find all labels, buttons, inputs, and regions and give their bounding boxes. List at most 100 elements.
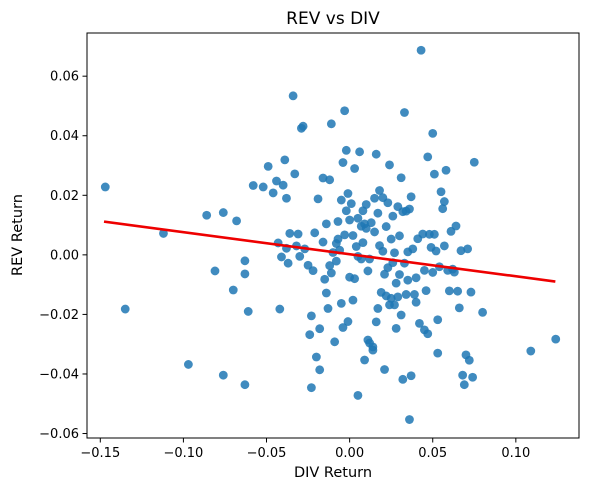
data-point-92 — [361, 223, 371, 233]
data-point-81 — [353, 391, 363, 400]
data-point-15 — [258, 182, 268, 192]
data-point-190 — [478, 307, 487, 317]
data-point-147 — [411, 273, 421, 283]
y-tick-label-3: 0.00 — [50, 248, 79, 263]
data-point-177 — [449, 267, 459, 277]
data-point-26 — [283, 258, 293, 268]
regression-line-group — [103, 220, 556, 283]
data-point-75 — [346, 199, 356, 209]
data-point-39 — [306, 311, 316, 321]
data-point-8 — [228, 285, 238, 295]
data-point-7 — [218, 370, 228, 380]
data-point-66 — [338, 158, 348, 167]
y-axis-label: REV Return — [10, 194, 26, 276]
data-point-146 — [410, 290, 419, 299]
data-point-152 — [418, 229, 428, 239]
data-point-115 — [383, 198, 393, 208]
data-point-5 — [210, 266, 220, 276]
data-point-119 — [386, 234, 396, 244]
data-point-163 — [429, 229, 439, 239]
data-point-44 — [315, 324, 325, 334]
data-point-57 — [330, 337, 340, 347]
data-point-117 — [385, 160, 394, 170]
data-point-180 — [454, 303, 464, 313]
data-point-188 — [468, 372, 478, 382]
data-point-142 — [405, 204, 414, 214]
data-point-181 — [456, 246, 466, 256]
plot-area-frame — [86, 32, 580, 439]
data-point-103 — [371, 317, 381, 327]
data-point-111 — [380, 269, 389, 279]
data-point-40 — [308, 266, 318, 276]
data-point-72 — [343, 189, 353, 198]
y-tick-label-5: 0.04 — [50, 129, 79, 144]
chart-title: REV vs DIV — [286, 9, 380, 29]
data-point-90 — [360, 355, 369, 365]
data-point-169 — [438, 204, 448, 214]
data-point-84 — [355, 147, 364, 157]
data-point-191 — [526, 346, 536, 356]
data-point-0 — [100, 182, 110, 192]
data-point-157 — [423, 329, 433, 339]
data-point-12 — [240, 380, 250, 390]
data-point-183 — [459, 380, 469, 390]
data-point-47 — [318, 173, 328, 183]
data-point-42 — [311, 352, 321, 362]
data-point-9 — [232, 216, 241, 226]
x-tick-label-4: 0.05 — [418, 446, 447, 461]
data-point-132 — [396, 310, 406, 320]
data-point-69 — [341, 145, 351, 155]
data-point-185 — [463, 244, 473, 254]
x-tick-label-5: 0.10 — [501, 446, 530, 461]
data-point-68 — [340, 106, 350, 116]
data-point-53 — [325, 261, 335, 270]
data-point-28 — [288, 91, 298, 101]
y-tick-label-1: −0.04 — [39, 367, 79, 382]
data-point-112 — [380, 365, 389, 374]
y-axis: −0.06 −0.04 −0.02 0.00 0.02 0.04 0.06 — [39, 70, 87, 442]
data-point-189 — [469, 157, 479, 167]
data-point-79 — [350, 164, 360, 173]
data-point-49 — [321, 288, 331, 298]
data-point-46 — [318, 237, 328, 247]
data-point-109 — [378, 246, 388, 256]
data-point-97 — [366, 218, 376, 228]
data-point-1 — [120, 304, 130, 314]
x-axis-label: DIV Return — [294, 465, 372, 481]
data-point-29 — [290, 169, 300, 179]
data-point-93 — [363, 266, 373, 276]
x-axis: −0.15 −0.10 −0.05 0.00 0.05 0.10 — [80, 438, 530, 461]
data-point-100 — [370, 193, 379, 203]
data-point-52 — [325, 175, 335, 185]
data-point-87 — [358, 238, 368, 248]
data-point-164 — [431, 246, 441, 256]
data-point-165 — [433, 315, 443, 325]
data-point-127 — [393, 292, 403, 302]
data-point-121 — [388, 211, 398, 221]
data-point-60 — [333, 234, 343, 244]
x-tick-label-2: −0.05 — [247, 446, 287, 461]
data-point-171 — [439, 241, 449, 251]
data-point-113 — [381, 222, 391, 231]
data-point-58 — [331, 256, 341, 266]
data-point-10 — [240, 256, 250, 266]
data-point-23 — [280, 155, 290, 165]
data-point-155 — [421, 286, 431, 295]
data-point-123 — [390, 248, 399, 258]
data-point-64 — [336, 195, 346, 205]
data-point-130 — [395, 270, 404, 279]
data-point-38 — [306, 383, 316, 393]
data-point-41 — [310, 228, 320, 238]
data-point-16 — [263, 162, 273, 171]
data-point-174 — [444, 286, 454, 296]
data-point-48 — [320, 274, 330, 284]
data-point-63 — [336, 299, 346, 308]
data-point-61 — [333, 217, 343, 226]
data-point-65 — [338, 323, 348, 332]
data-point-21 — [277, 252, 286, 262]
data-point-2 — [159, 229, 168, 238]
data-point-166 — [433, 348, 443, 358]
data-point-133 — [398, 374, 408, 384]
data-point-150 — [415, 318, 424, 328]
data-point-91 — [361, 200, 371, 209]
